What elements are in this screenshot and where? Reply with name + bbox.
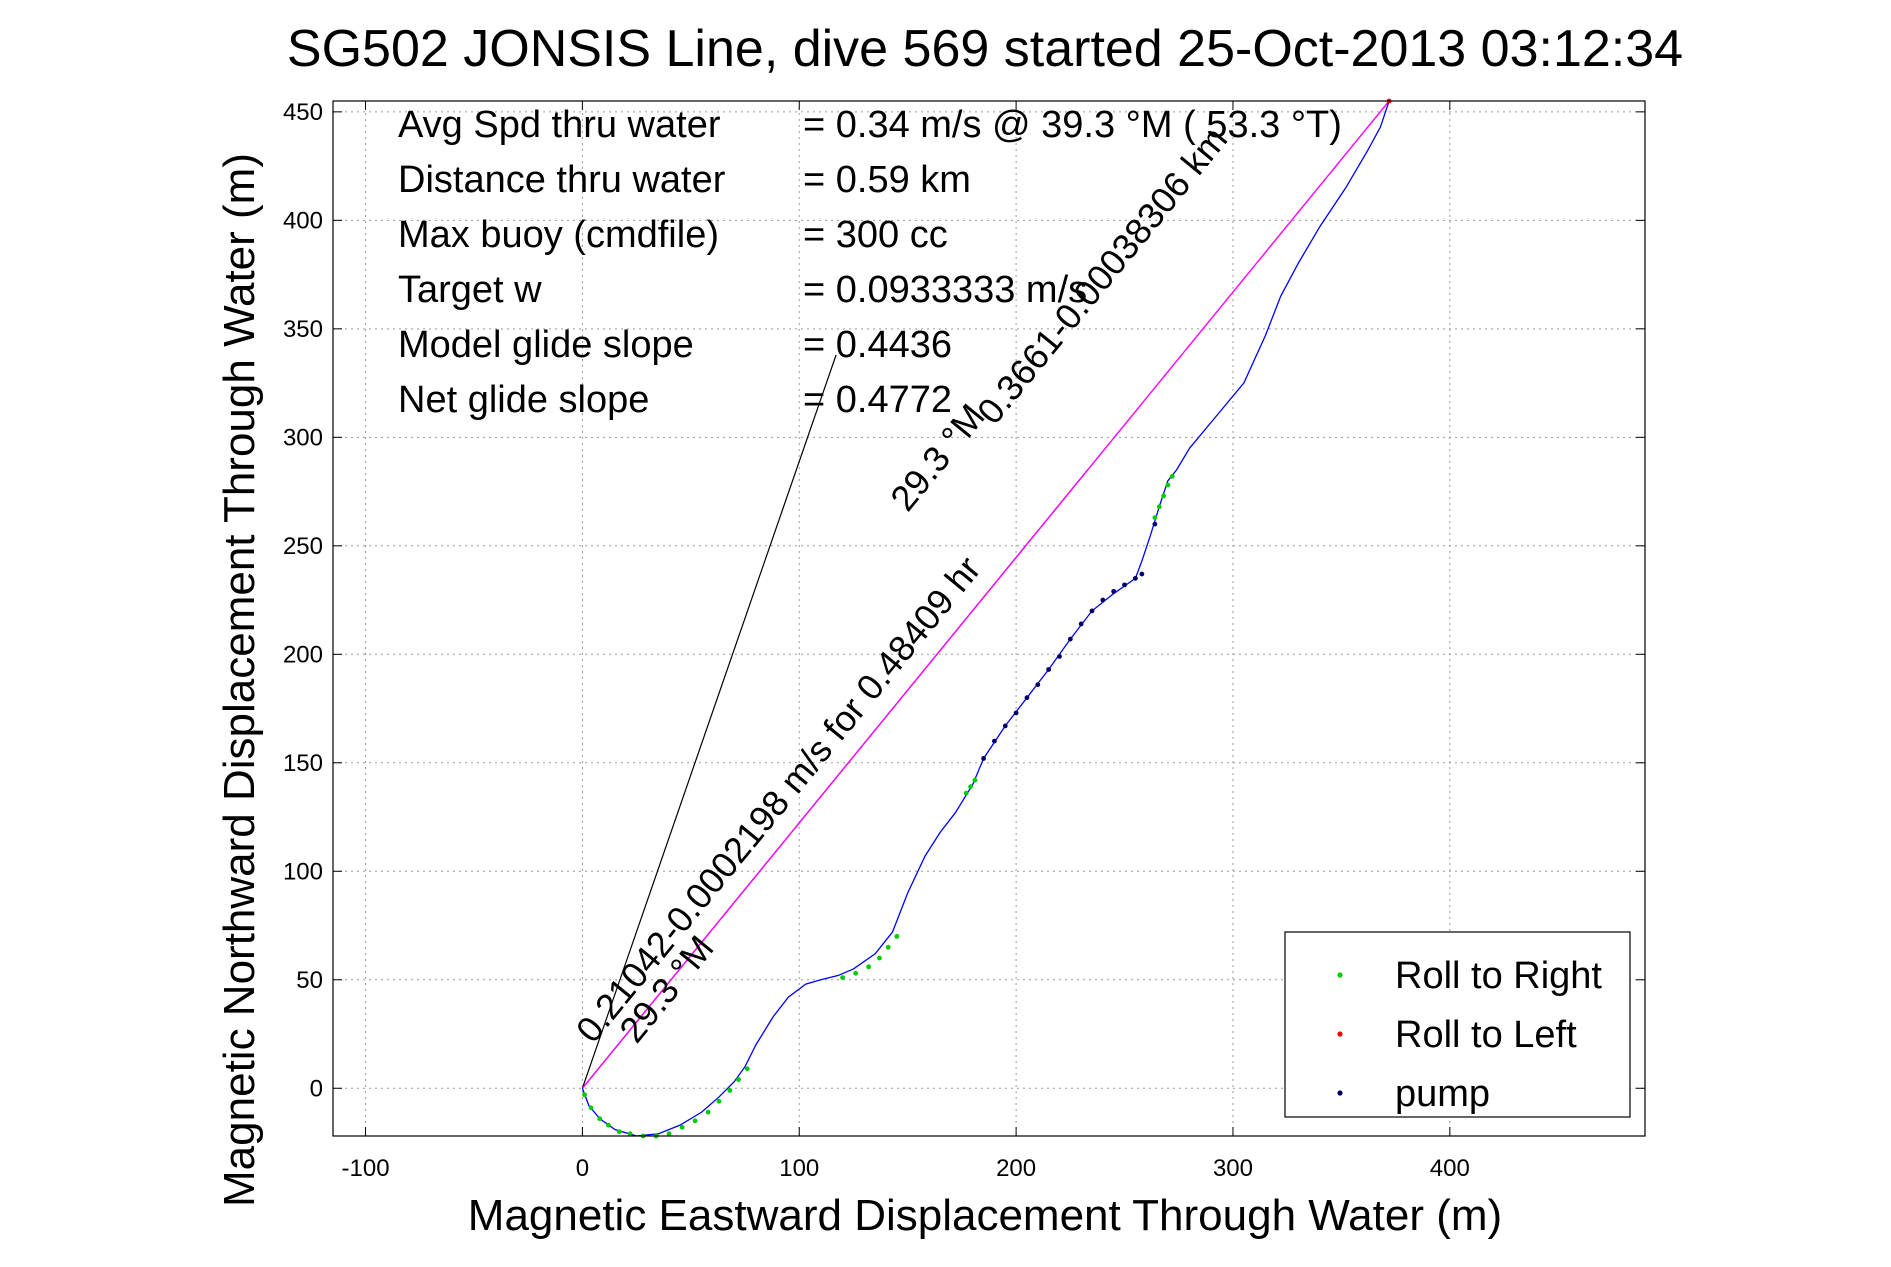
pump-marker [1132,575,1138,581]
roll-right-marker [692,1118,698,1124]
stats-block: Avg Spd thru water = 0.34 m/s @ 39.3 °M (… [398,104,1342,421]
pump-marker [1122,582,1127,588]
legend-marker [1337,972,1343,978]
roll-right-marker [616,1129,622,1135]
pump-marker [1046,667,1052,672]
roll-right-marker [627,1131,633,1137]
pump-marker [1057,654,1062,659]
roll-right-marker [736,1077,741,1082]
pump-marker [992,738,997,744]
stat-value: = 0.4772 [803,379,952,421]
roll-right-marker [963,790,969,796]
legend-label: Roll to Left [1395,1014,1577,1056]
x-tick-label: 200 [996,1155,1036,1182]
roll-right-marker [877,955,882,961]
pump-marker [1139,571,1145,577]
roll-right-marker [666,1131,672,1137]
stat-label: Max buoy (cmdfile) [398,214,719,256]
y-tick-label: 300 [283,424,323,451]
roll-right-marker [972,777,978,783]
x-axis-label: Magnetic Eastward Displacement Through W… [468,1191,1502,1240]
pump-marker [1002,723,1008,729]
reference-lines [581,100,1390,1089]
stat-value: = 0.4436 [803,324,952,366]
x-tick-label: -100 [342,1155,390,1182]
roll-right-marker [727,1088,733,1093]
roll-right-marker [968,784,973,790]
roll-right-marker [716,1098,722,1104]
stat-value: = 300 cc [803,214,948,256]
y-tick-label: 400 [283,207,323,234]
roll-right-marker [582,1092,587,1098]
stat-label: Model glide slope [398,324,694,366]
stat-value: = 0.34 m/s @ 39.3 °M ( 53.3 °T) [803,104,1342,146]
roll-right-marker [679,1124,685,1130]
x-tick-label: 300 [1213,1155,1253,1182]
roll-right-marker [1161,493,1166,499]
roll-right-marker [866,964,872,970]
roll-right-marker [606,1122,611,1128]
y-tick-label: 0 [310,1075,323,1102]
pump-marker [1067,636,1073,642]
current-vector-line [581,100,1390,1089]
legend-box [1284,931,1631,1118]
reference-line [581,354,837,1089]
stat-label: Avg Spd thru water [398,104,721,146]
y-tick-label: 100 [283,858,323,885]
legend: Roll to Right Roll to Left pump [1284,931,1631,1118]
roll-right-marker [744,1066,750,1072]
roll-right-marker [1165,482,1171,488]
pump-marker [1035,682,1041,688]
roll-right-marker [1169,473,1175,479]
y-tick-label: 250 [283,533,323,560]
legend-label: pump [1395,1073,1490,1115]
pump-marker [981,756,986,761]
roll-right-marker [705,1109,711,1115]
roll-right-marker [885,944,891,950]
x-tick-label: 400 [1430,1155,1470,1182]
stat-label: Target w [398,269,542,311]
y-tick-label: 350 [283,316,323,343]
stat-value: = 0.0933333 m/s [803,269,1087,311]
pump-marker [1024,695,1030,701]
y-tick-label: 50 [296,967,323,994]
y-axis-label: Magnetic Northward Displacement Through … [215,153,264,1207]
roll-right-marker [853,970,859,976]
pump-marker [1100,597,1106,603]
x-tick-label: 100 [779,1155,819,1182]
roll-right-marker [894,933,900,939]
axis-ticks: -100 0 100 200 300 400 0 50 100 150 200 250 300 350 40… [283,99,1645,1182]
roll-right-marker [1156,504,1162,510]
legend-marker [1337,1031,1343,1037]
roll-right-marker [840,975,846,981]
chart-title: SG502 JONSIS Line, dive 569 started 25-O… [287,20,1683,78]
legend-label: Roll to Right [1395,955,1602,997]
y-tick-label: 150 [283,750,323,777]
pump-marker [1111,588,1117,594]
roll-right-marker [1152,515,1158,521]
y-tick-label: 200 [283,641,323,668]
stat-label: Net glide slope [398,379,649,421]
legend-marker [1337,1090,1343,1096]
stat-value: = 0.59 km [803,159,971,201]
glider-track-line [581,100,1390,1137]
roll-right-marker [588,1105,594,1111]
slanted-annotation: 0.21042-0.0002198 m/s for 0.48409 hr [568,548,989,1049]
pump-marker [1078,621,1084,627]
pump-marker [1152,521,1158,527]
roll-right-marker [597,1116,603,1122]
pump-marker [1089,608,1095,614]
marker-layer [582,98,1392,1139]
pump-marker [1013,710,1019,716]
y-tick-label: 450 [283,99,323,126]
plot-frame [332,100,1646,1137]
track-layer [581,100,1390,1137]
x-tick-label: 0 [576,1155,589,1182]
stat-label: Distance thru water [398,159,726,201]
